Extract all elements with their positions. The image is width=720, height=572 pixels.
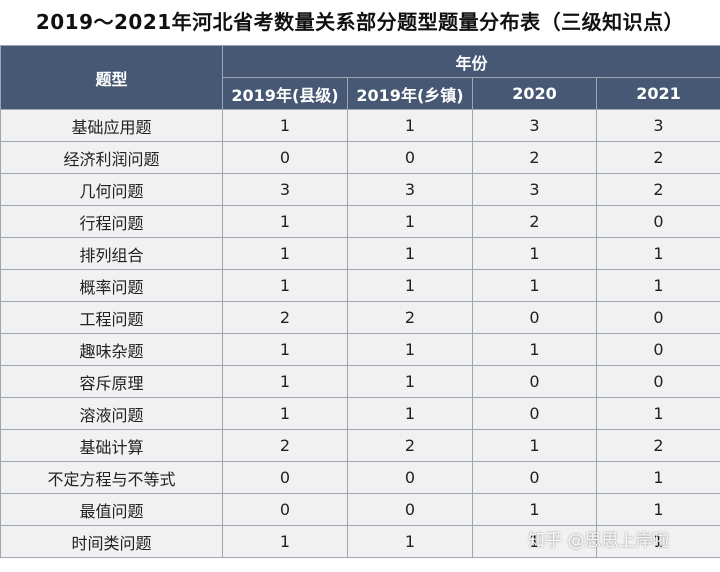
count-cell: 1: [472, 333, 597, 366]
count-cell: 3: [472, 173, 597, 206]
year-column-header: 2019年(乡镇): [347, 77, 473, 110]
count-cell: 0: [595, 365, 720, 398]
count-cell: 0: [347, 461, 473, 494]
count-cell: 2: [472, 141, 597, 174]
category-cell: 经济利润问题: [0, 141, 223, 174]
count-cell: 1: [595, 237, 720, 270]
table-row: 基础计算 2 2 1 2: [0, 429, 720, 462]
count-cell: 3: [222, 173, 348, 206]
year-column-header: 2019年(县级): [222, 77, 348, 110]
table-row: 工程问题 2 2 0 0: [0, 301, 720, 334]
table-row: 时间类问题 1 1 1 1: [0, 525, 720, 558]
year-column-header: 2020: [472, 77, 597, 110]
category-cell: 趣味杂题: [0, 333, 223, 366]
header-row-years: 2019年(县级) 2019年(乡镇) 2020 2021: [1, 77, 720, 110]
category-cell: 概率问题: [0, 269, 223, 302]
count-cell: 1: [222, 397, 348, 430]
category-cell: 最值问题: [0, 493, 223, 526]
count-cell: 2: [347, 429, 473, 462]
category-cell: 工程问题: [0, 301, 223, 334]
count-cell: 1: [347, 109, 473, 142]
table-row: 趣味杂题 1 1 1 0: [0, 333, 720, 366]
count-cell: 1: [347, 365, 473, 398]
count-cell: 1: [222, 525, 348, 558]
distribution-table: 题型 年份 2019年(县级) 2019年(乡镇) 2020 2021 基础应用…: [0, 45, 720, 558]
year-group-header: 年份: [221, 45, 720, 78]
count-cell: 1: [595, 461, 720, 494]
count-cell: 0: [472, 461, 597, 494]
category-cell: 排列组合: [0, 237, 223, 270]
table-row: 不定方程与不等式 0 0 0 1: [0, 461, 720, 494]
category-cell: 基础计算: [0, 429, 223, 462]
count-cell: 1: [472, 429, 597, 462]
count-cell: 0: [472, 397, 597, 430]
count-cell: 2: [347, 301, 473, 334]
category-column-header: 题型: [0, 45, 223, 110]
count-cell: 1: [222, 237, 348, 270]
count-cell: 0: [595, 205, 720, 238]
count-cell: 1: [222, 333, 348, 366]
count-cell: 0: [595, 333, 720, 366]
count-cell: 0: [222, 141, 348, 174]
table-row: 排列组合 1 1 1 1: [0, 237, 720, 270]
count-cell: 0: [347, 493, 473, 526]
count-cell: 1: [222, 109, 348, 142]
table-row: 行程问题 1 1 2 0: [0, 205, 720, 238]
count-cell: 0: [222, 461, 348, 494]
count-cell: 3: [347, 173, 473, 206]
count-cell: 1: [472, 269, 597, 302]
count-cell: 2: [595, 141, 720, 174]
count-cell: 1: [347, 333, 473, 366]
count-cell: 1: [472, 493, 597, 526]
count-cell: 1: [347, 397, 473, 430]
count-cell: 1: [222, 365, 348, 398]
count-cell: 3: [595, 109, 720, 142]
count-cell: 1: [595, 397, 720, 430]
count-cell: 2: [222, 429, 348, 462]
count-cell: 0: [595, 301, 720, 334]
count-cell: 1: [472, 237, 597, 270]
year-column-header: 2021: [595, 77, 720, 110]
count-cell: 2: [595, 429, 720, 462]
count-cell: 1: [347, 205, 473, 238]
category-cell: 时间类问题: [0, 525, 223, 558]
count-cell: 1: [472, 525, 597, 558]
count-cell: 3: [472, 109, 597, 142]
count-cell: 0: [472, 365, 597, 398]
count-cell: 1: [595, 525, 720, 558]
category-cell: 不定方程与不等式: [0, 461, 223, 494]
count-cell: 1: [222, 269, 348, 302]
watermark: 知乎 @思思上岸啦: [528, 531, 670, 551]
table-row: 基础应用题 1 1 3 3: [0, 109, 720, 142]
count-cell: 1: [595, 269, 720, 302]
count-cell: 0: [222, 493, 348, 526]
table-row: 几何问题 3 3 3 2: [0, 173, 720, 206]
count-cell: 1: [347, 525, 473, 558]
table-row: 容斥原理 1 1 0 0: [0, 365, 720, 398]
count-cell: 2: [595, 173, 720, 206]
table-body: 基础应用题 1 1 3 3 经济利润问题 0 0 2 2 几何问题 3 3 3 2 行程问题 1 1 2 0 排列组合 1…: [0, 109, 720, 558]
table-row: 概率问题 1 1 1 1: [0, 269, 720, 302]
count-cell: 1: [595, 493, 720, 526]
count-cell: 2: [472, 205, 597, 238]
count-cell: 1: [347, 237, 473, 270]
count-cell: 0: [472, 301, 597, 334]
count-cell: 1: [347, 269, 473, 302]
count-cell: 1: [222, 205, 348, 238]
count-cell: 2: [222, 301, 348, 334]
category-cell: 基础应用题: [0, 109, 223, 142]
category-cell: 容斥原理: [0, 365, 223, 398]
table-row: 溶液问题 1 1 0 1: [0, 397, 720, 430]
table-row: 经济利润问题 0 0 2 2: [0, 141, 720, 174]
page-title: 2019～2021年河北省考数量关系部分题型题量分布表（三级知识点）: [35, 10, 685, 34]
category-cell: 行程问题: [0, 205, 223, 238]
count-cell: 0: [347, 141, 473, 174]
category-cell: 溶液问题: [0, 397, 223, 430]
category-cell: 几何问题: [0, 173, 223, 206]
header-row-top: 题型 年份: [0, 45, 720, 110]
table-row: 最值问题 0 0 1 1: [0, 493, 720, 526]
